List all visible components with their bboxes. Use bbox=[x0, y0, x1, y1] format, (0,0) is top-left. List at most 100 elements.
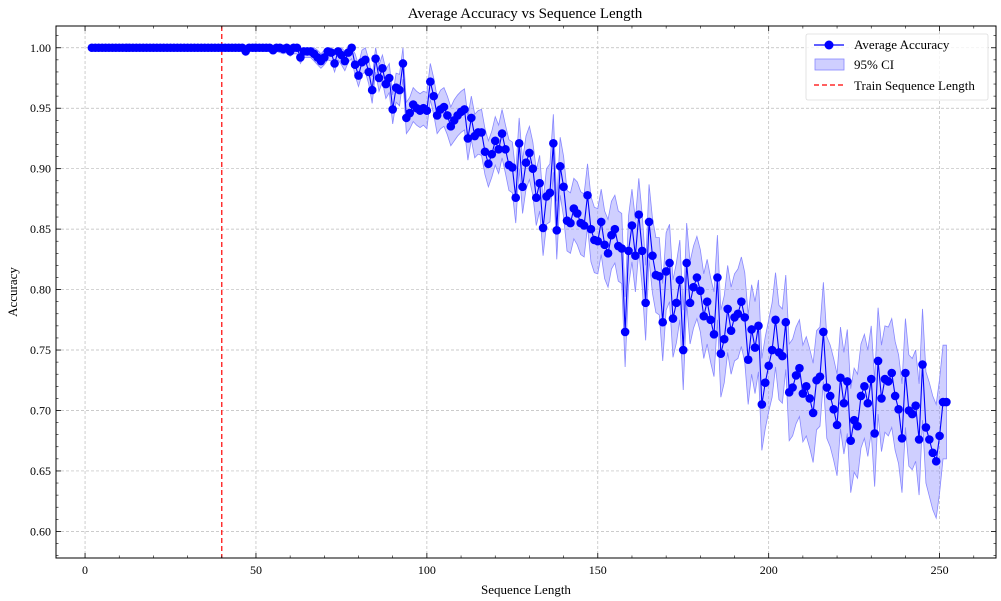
accuracy-point bbox=[593, 236, 603, 246]
accuracy-point bbox=[754, 321, 763, 331]
accuracy-point bbox=[767, 345, 777, 355]
accuracy-point bbox=[627, 221, 637, 230]
accuracy-point bbox=[501, 145, 510, 154]
accuracy-point bbox=[480, 147, 490, 157]
accuracy-point bbox=[713, 273, 722, 282]
accuracy-point bbox=[884, 377, 893, 386]
x-tick-label: 50 bbox=[250, 563, 262, 577]
accuracy-point bbox=[815, 372, 825, 381]
accuracy-point bbox=[637, 246, 647, 256]
accuracy-point bbox=[528, 164, 538, 173]
legend-band-swatch bbox=[814, 58, 845, 71]
accuracy-point bbox=[648, 251, 657, 261]
accuracy-point bbox=[863, 398, 873, 408]
accuracy-point bbox=[326, 48, 336, 57]
accuracy-point bbox=[292, 43, 302, 53]
accuracy-point bbox=[531, 193, 541, 202]
accuracy-point bbox=[600, 240, 609, 250]
accuracy-point bbox=[716, 349, 726, 358]
accuracy-point bbox=[911, 401, 920, 410]
legend-label-average-accuracy: Average Accuracy bbox=[854, 37, 950, 52]
accuracy-point bbox=[559, 182, 568, 192]
plot-frame bbox=[55, 25, 997, 559]
accuracy-point bbox=[825, 391, 835, 401]
y-tick-label: 0.95 bbox=[30, 101, 51, 115]
accuracy-point bbox=[655, 271, 664, 281]
y-tick-label: 0.65 bbox=[30, 464, 51, 478]
accuracy-point bbox=[873, 356, 883, 366]
accuracy-point bbox=[901, 368, 910, 378]
accuracy-point bbox=[928, 448, 938, 458]
legend-marker-swatch bbox=[824, 40, 834, 50]
accuracy-point bbox=[788, 383, 797, 392]
accuracy-point bbox=[388, 105, 397, 114]
accuracy-point bbox=[685, 298, 695, 308]
accuracy-point bbox=[931, 456, 941, 466]
accuracy-point bbox=[579, 221, 589, 230]
accuracy-point bbox=[764, 361, 773, 371]
accuracy-point bbox=[340, 56, 350, 66]
accuracy-point bbox=[935, 431, 944, 441]
x-tick-label: 200 bbox=[760, 563, 778, 577]
accuracy-point bbox=[853, 421, 862, 431]
accuracy-point bbox=[497, 129, 507, 138]
accuracy-point bbox=[425, 77, 435, 86]
ci-band bbox=[91, 47, 947, 520]
accuracy-point bbox=[443, 111, 452, 120]
accuracy-point bbox=[610, 224, 620, 234]
accuracy-point bbox=[836, 373, 845, 383]
accuracy-point bbox=[733, 309, 743, 319]
accuracy-point bbox=[487, 149, 497, 159]
grid-lines bbox=[56, 26, 996, 558]
accuracy-point bbox=[832, 420, 842, 430]
accuracy-point bbox=[624, 246, 633, 256]
accuracy-point bbox=[778, 351, 787, 361]
accuracy-point bbox=[822, 383, 832, 392]
accuracy-point bbox=[860, 382, 869, 391]
accuracy-point bbox=[631, 251, 640, 261]
accuracy-point bbox=[791, 371, 801, 380]
accuracy-point bbox=[374, 73, 384, 83]
series-layer bbox=[87, 43, 951, 466]
accuracy-point bbox=[364, 67, 374, 77]
accuracy-point bbox=[726, 326, 736, 335]
accuracy-point bbox=[572, 209, 582, 218]
accuracy-point bbox=[596, 217, 606, 227]
accuracy-point bbox=[508, 163, 517, 172]
accuracy-point bbox=[706, 315, 715, 325]
accuracy-point bbox=[801, 382, 811, 391]
accuracy-point bbox=[737, 297, 746, 306]
accuracy-point bbox=[750, 343, 760, 352]
accuracy-point bbox=[511, 193, 521, 202]
accuracy-point bbox=[743, 355, 753, 365]
accuracy-point bbox=[781, 317, 791, 327]
accuracy-point bbox=[757, 400, 767, 409]
accuracy-point bbox=[914, 435, 924, 444]
accuracy-point bbox=[672, 298, 681, 308]
y-tick-label: 0.70 bbox=[30, 403, 51, 417]
accuracy-point bbox=[617, 244, 627, 253]
accuracy-point bbox=[378, 64, 387, 73]
accuracy-point bbox=[494, 145, 503, 154]
accuracy-point bbox=[709, 330, 719, 339]
accuracy-point bbox=[620, 327, 630, 337]
accuracy-point bbox=[490, 136, 500, 146]
accuracy-point bbox=[675, 275, 685, 285]
accuracy-point bbox=[942, 397, 951, 407]
accuracy-point bbox=[538, 223, 548, 233]
accuracy-point bbox=[692, 273, 702, 282]
accuracy-point bbox=[846, 436, 856, 446]
accuracy-point bbox=[535, 178, 544, 188]
accuracy-point bbox=[552, 226, 562, 235]
accuracy-point bbox=[894, 404, 903, 414]
accuracy-point bbox=[644, 217, 654, 227]
accuracy-point bbox=[518, 182, 527, 192]
accuracy-point bbox=[583, 190, 592, 200]
accuracy-point bbox=[843, 377, 852, 386]
accuracy-point bbox=[384, 73, 394, 83]
accuracy-point bbox=[555, 161, 565, 171]
accuracy-point bbox=[870, 429, 879, 438]
accuracy-point bbox=[921, 423, 931, 432]
accuracy-point bbox=[907, 409, 917, 419]
